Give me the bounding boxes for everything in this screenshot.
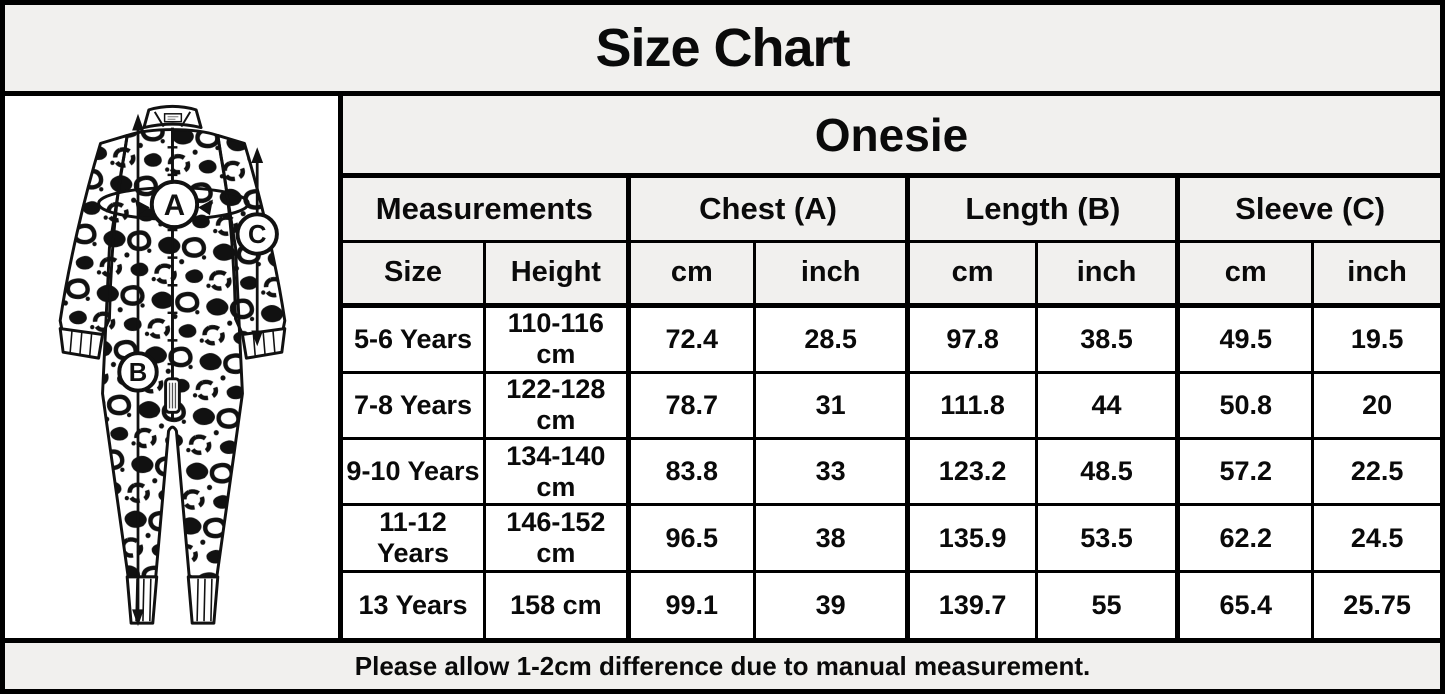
table-cell: 72.4: [625, 304, 756, 374]
row-label: 11-12 Years: [341, 503, 486, 573]
table-cell: 31: [752, 370, 910, 440]
marker-c-label: C: [248, 221, 267, 249]
table-cell: 48.5: [1034, 436, 1180, 507]
table-cell: 44: [1034, 370, 1180, 440]
table-cell: 33: [752, 436, 910, 507]
group-header-sleeve: Sleeve (C): [1175, 174, 1442, 243]
table-cell: 158 cm: [483, 569, 630, 640]
table-cell: 78.7: [625, 370, 756, 440]
column-header: cm: [625, 239, 756, 309]
arrow-up-icon: [251, 147, 264, 164]
measurement-note: Please allow 1-2cm difference due to man…: [5, 643, 1440, 689]
onesie-illustration: A B C: [58, 104, 287, 627]
column-header: Height: [483, 239, 630, 309]
group-header-length: Length (B): [905, 174, 1180, 243]
table-cell: 99.1: [625, 569, 756, 640]
table-row: 7-8 Years 122-128 cm 78.7 31 111.8 44 50…: [341, 370, 1442, 440]
row-label: 9-10 Years: [341, 436, 486, 507]
arrow-down-icon: [251, 330, 264, 347]
arrow-right-icon: [135, 199, 150, 216]
table-cell: 97.8: [905, 304, 1038, 374]
table-cell: 146-152 cm: [483, 503, 630, 573]
table-cell: 139.7: [905, 569, 1038, 640]
table-cell: 123.2: [905, 436, 1038, 507]
table-cell: 83.8: [625, 436, 756, 507]
table-cell: 57.2: [1175, 436, 1315, 507]
table-cell: 65.4: [1175, 569, 1315, 640]
table-cell: 53.5: [1034, 503, 1180, 573]
size-table-wrap: Onesie Measurements Chest (A) Length (B)…: [341, 94, 1442, 640]
table-cell: 134-140 cm: [483, 436, 630, 507]
table-cell: 96.5: [625, 503, 756, 573]
marker-b-label: B: [129, 359, 148, 387]
page-title: Size Chart: [5, 5, 1440, 96]
column-header: cm: [905, 239, 1038, 309]
row-label: 7-8 Years: [341, 370, 486, 440]
marker-a-label: A: [164, 189, 185, 222]
product-header: Onesie: [341, 94, 1442, 179]
column-header: Size: [341, 239, 486, 309]
content-area: A B C Onesie: [5, 94, 1442, 643]
table-cell: 28.5: [752, 304, 910, 374]
collar: [142, 104, 203, 130]
table-cell: 62.2: [1175, 503, 1315, 573]
table-cell: 55: [1034, 569, 1180, 640]
table-cell: 135.9: [905, 503, 1038, 573]
table-cell: 49.5: [1175, 304, 1315, 374]
table-row: 5-6 Years 110-116 cm 72.4 28.5 97.8 38.5…: [341, 304, 1442, 374]
size-table: Onesie Measurements Chest (A) Length (B)…: [341, 94, 1442, 640]
table-row: 13 Years 158 cm 99.1 39 139.7 55 65.4 25…: [341, 569, 1442, 640]
row-label: 13 Years: [341, 569, 486, 640]
zip-placket: [164, 127, 181, 422]
table-cell: 24.5: [1311, 503, 1442, 573]
table-cell: 122-128 cm: [483, 370, 630, 440]
cuff-ribs: [69, 330, 276, 622]
table-cell: 38.5: [1034, 304, 1180, 374]
column-header: inch: [1034, 239, 1180, 309]
table-cell: 25.75: [1311, 569, 1442, 640]
table-cell: 22.5: [1311, 436, 1442, 507]
table-row: 11-12 Years 146-152 cm 96.5 38 135.9 53.…: [341, 503, 1442, 573]
markers: A B C: [117, 179, 279, 393]
arrow-left-icon: [198, 199, 213, 216]
group-header-measurements: Measurements: [341, 174, 630, 243]
table-cell: 50.8: [1175, 370, 1315, 440]
table-cell: 110-116 cm: [483, 304, 630, 374]
cuff-ankle-right: [186, 575, 220, 625]
table-cell: 20: [1311, 370, 1442, 440]
arrow-up-icon: [132, 113, 144, 131]
table-cell: 38: [752, 503, 910, 573]
row-label: 5-6 Years: [341, 304, 486, 374]
table-cell: 111.8: [905, 370, 1038, 440]
column-header: inch: [752, 239, 910, 309]
onesie-illustration-panel: A B C: [5, 96, 343, 638]
table-cell: 39: [752, 569, 910, 640]
cuff-ankle-left: [125, 575, 159, 625]
table-cell: 19.5: [1311, 304, 1442, 374]
arrow-down-icon: [132, 609, 144, 627]
column-header: inch: [1311, 239, 1442, 309]
group-header-chest: Chest (A): [625, 174, 910, 243]
column-header: cm: [1175, 239, 1315, 309]
table-row: 9-10 Years 134-140 cm 83.8 33 123.2 48.5…: [341, 436, 1442, 507]
